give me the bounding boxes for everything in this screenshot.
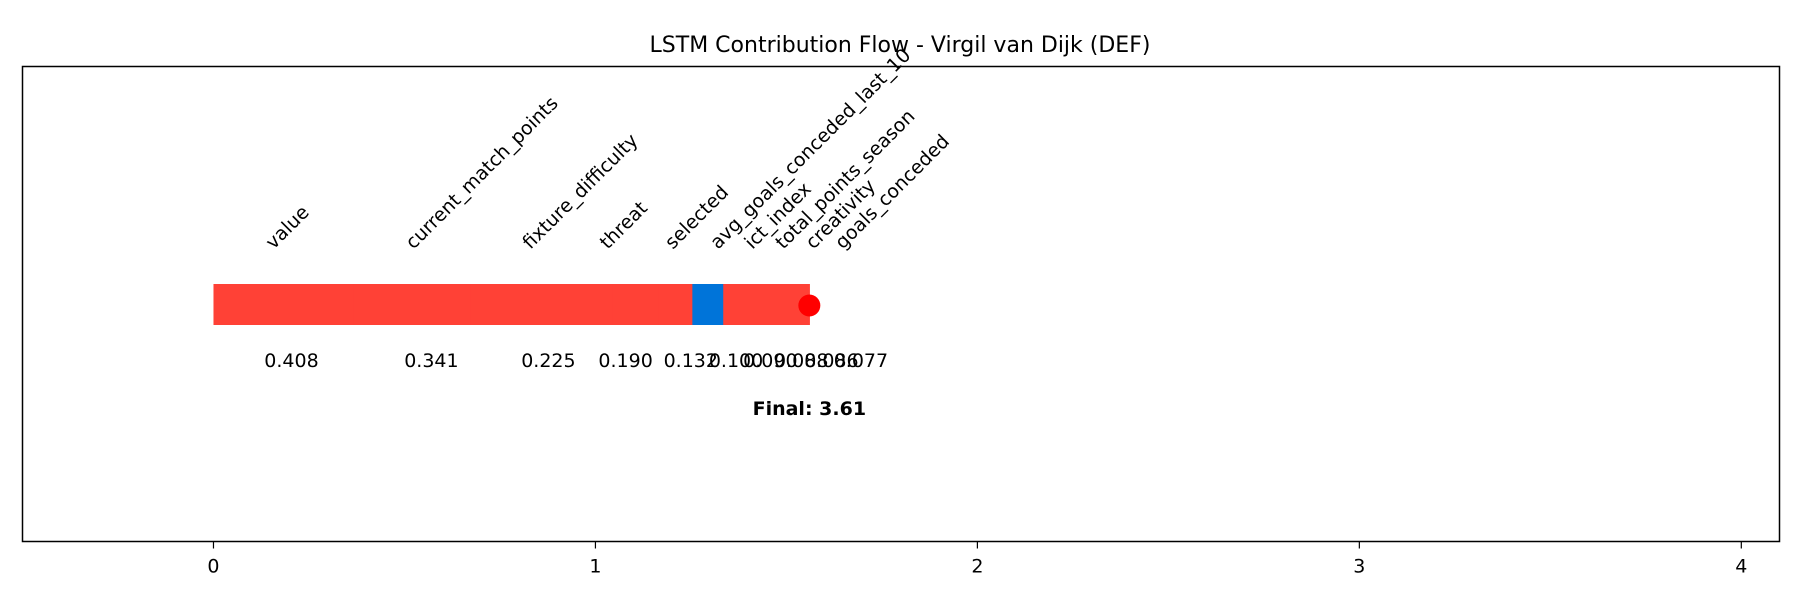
feature-labels: value current_match_pointsfixture_difficu… [261,44,954,253]
x-tick-label: 3 [1353,556,1365,578]
bar-segment-threat [547,284,614,325]
value-label: 0.190 [598,350,652,372]
value-label: 0.086 [804,350,858,372]
value-label: 0.341 [404,350,458,372]
x-tick-label: 1 [589,556,601,578]
bar-segment-creativity [753,284,784,325]
feature-label: threat [596,197,652,253]
final-label: Final: 3.61 [753,398,866,420]
value-label: 0.100 [709,350,763,372]
value-label: 0.077 [834,350,888,372]
bar-segment-avg-goals-conceded-last-10 [658,284,693,325]
plot-frame [21,65,1781,543]
value-label: 0.088 [774,350,828,372]
bar-segment-total-points-season [723,284,755,325]
chart-title: LSTM Contribution Flow - Virgil van Dijk… [650,33,1151,58]
value-labels: 0.408 0.341 0.225 0.190 0.1320.1000.0900.088… [264,350,888,372]
bar-segment-selected [612,284,659,325]
final-marker [798,294,821,317]
value-label: 0.225 [521,350,575,372]
value-label: 0.408 [264,350,318,372]
value-label: 0.132 [664,350,718,372]
x-tick-label: 2 [971,556,983,578]
bar-segment-ict-index [692,284,724,325]
feature-label: value [261,201,313,253]
bar-segment-fixture-difficulty [470,284,549,325]
bar-segment-current-match-points [353,284,472,325]
x-tick-label: 4 [1735,556,1747,578]
bar-segment-value [213,284,355,325]
value-label: 0.090 [743,350,797,372]
x-tick-label: 0 [207,556,219,578]
x-axis: 0 1 2 3 4 [207,541,1747,578]
bar-segments [213,284,810,325]
